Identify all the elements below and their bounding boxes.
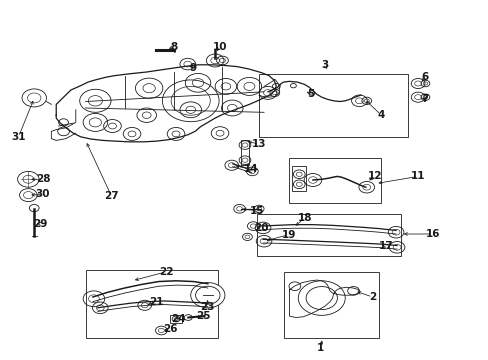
Bar [256,214,400,256]
Circle shape [298,281,345,315]
Bar [289,158,381,203]
Text: 21: 21 [149,297,163,307]
Text: 24: 24 [171,314,185,324]
Text: 13: 13 [251,139,266,149]
Text: 12: 12 [367,171,382,181]
Text: 9: 9 [189,63,196,73]
Bar [292,166,305,191]
Polygon shape [51,110,76,140]
Text: 29: 29 [33,219,47,229]
Text: 30: 30 [36,189,50,199]
Text: 31: 31 [11,132,26,142]
Text: 20: 20 [254,222,268,233]
Text: 19: 19 [281,230,295,240]
Text: 17: 17 [378,240,393,251]
Bar [259,74,407,137]
Text: 10: 10 [212,42,227,52]
Text: 18: 18 [297,213,312,223]
Text: 23: 23 [200,302,214,312]
Text: 27: 27 [104,191,119,201]
Text: 2: 2 [368,292,375,302]
Text: 1: 1 [316,343,323,353]
Text: 22: 22 [159,267,173,277]
Text: 11: 11 [410,171,425,181]
Text: 28: 28 [36,174,50,184]
Text: 7: 7 [421,94,428,104]
Bar [170,315,182,323]
Text: 15: 15 [249,206,264,216]
Text: 26: 26 [163,324,177,334]
Text: 3: 3 [321,60,328,70]
Polygon shape [289,280,359,318]
Bar [85,270,217,338]
Circle shape [190,283,224,308]
Text: 16: 16 [425,229,439,239]
Text: 25: 25 [195,311,210,321]
Text: 8: 8 [170,42,177,52]
Text: 4: 4 [377,110,385,120]
Bar [283,272,378,338]
Text: 6: 6 [421,72,428,82]
Text: 14: 14 [243,164,258,174]
Text: 5: 5 [306,89,313,99]
Polygon shape [56,65,276,142]
